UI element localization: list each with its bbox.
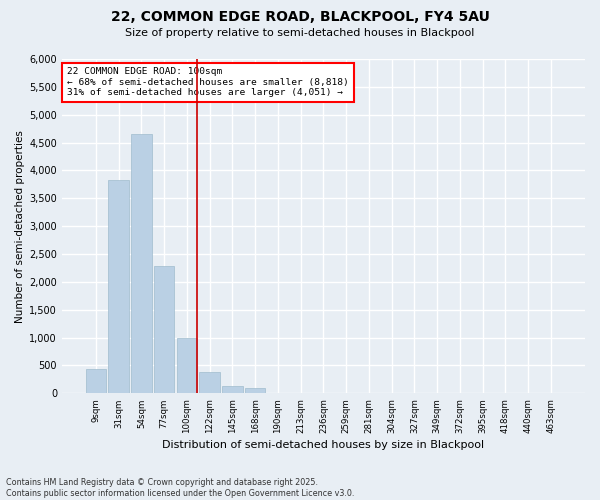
Bar (109, 180, 129, 394)
Bar (222, 386, 242, 394)
Bar (199, 372, 220, 394)
X-axis label: Distribution of semi-detached houses by size in Blackpool: Distribution of semi-detached houses by … (163, 440, 485, 450)
Bar (154, 266, 175, 394)
Bar (86, 370, 106, 394)
Bar (245, 388, 265, 394)
Text: Contains HM Land Registry data © Crown copyright and database right 2025.
Contai: Contains HM Land Registry data © Crown c… (6, 478, 355, 498)
Text: 22 COMMON EDGE ROAD: 100sqm
← 68% of semi-detached houses are smaller (8,818)
31: 22 COMMON EDGE ROAD: 100sqm ← 68% of sem… (67, 68, 349, 97)
Bar (131, 134, 152, 394)
Text: Size of property relative to semi-detached houses in Blackpool: Size of property relative to semi-detach… (125, 28, 475, 38)
Text: 22, COMMON EDGE ROAD, BLACKPOOL, FY4 5AU: 22, COMMON EDGE ROAD, BLACKPOOL, FY4 5AU (110, 10, 490, 24)
Y-axis label: Number of semi-detached properties: Number of semi-detached properties (15, 130, 25, 322)
Bar (176, 338, 197, 394)
